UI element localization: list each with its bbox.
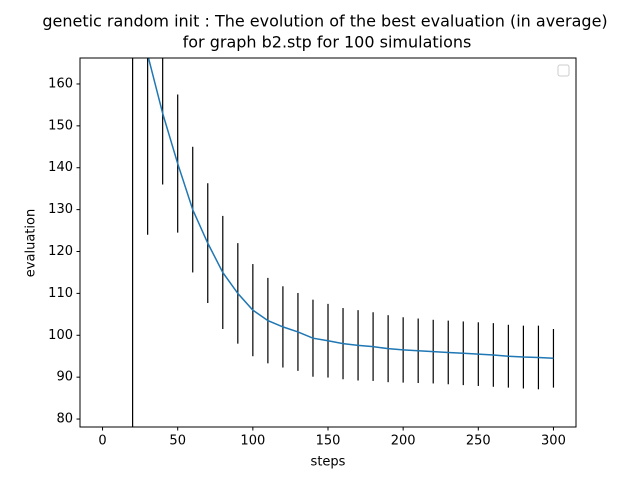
y-axis-label: evaluation (24, 209, 39, 277)
y-tick-label: 100 (48, 328, 73, 343)
plot-area (132, 58, 555, 427)
y-tick-label: 130 (48, 202, 73, 217)
x-axis-label: steps (311, 455, 346, 470)
axes: 0 50 100 150 200 250 300 80 90 100 110 120 130 140 150… (48, 76, 566, 448)
x-tick-label: 150 (316, 434, 341, 449)
x-tick-label: 50 (169, 434, 186, 449)
y-tick-label: 160 (48, 76, 73, 91)
legend-box (557, 64, 570, 77)
y-tick-label: 140 (48, 160, 73, 175)
series-line (147, 58, 554, 360)
x-tick-label: 0 (98, 434, 106, 449)
y-tick-label: 110 (48, 286, 73, 301)
y-tick-label: 120 (48, 244, 73, 259)
chart-title: for graph b2.stp for 100 simulations (183, 33, 472, 52)
y-tick-label: 90 (56, 370, 73, 385)
chart-title: genetic random init : The evolution of t… (42, 12, 607, 31)
x-tick-label: 100 (240, 434, 265, 449)
x-tick-label: 250 (466, 434, 491, 449)
x-tick-label: 200 (391, 434, 416, 449)
y-tick-label: 80 (56, 412, 73, 427)
x-tick-label: 300 (541, 434, 566, 449)
y-tick-label: 150 (48, 118, 73, 133)
